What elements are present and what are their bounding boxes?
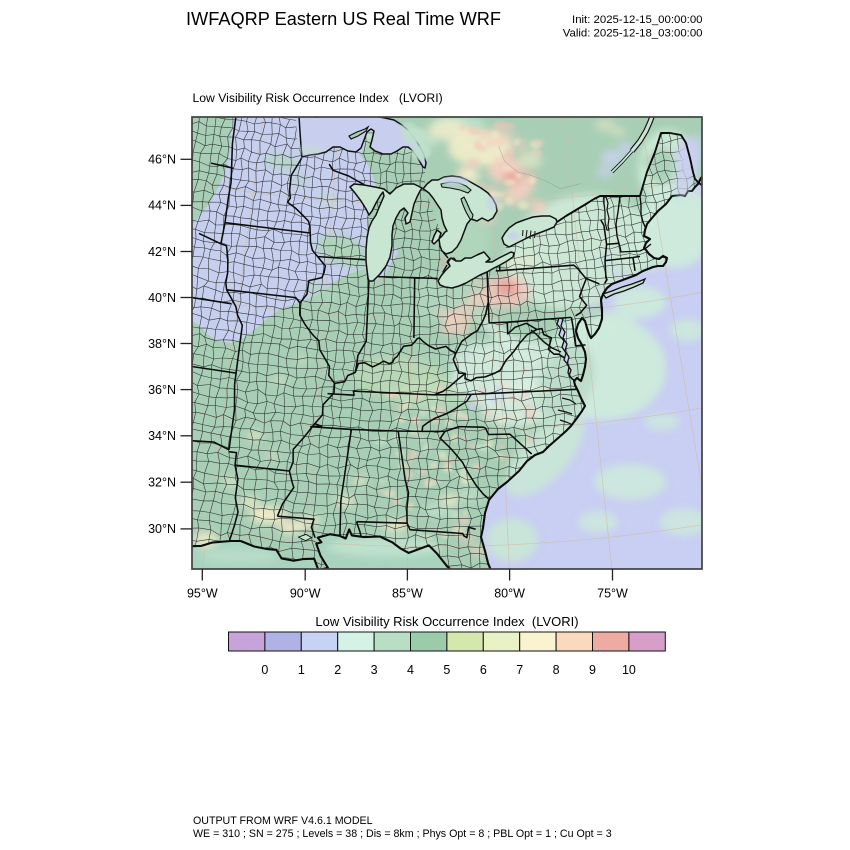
svg-text:Init: 2025-12-15_00:00:00: Init: 2025-12-15_00:00:00 bbox=[572, 14, 702, 26]
svg-text:40°N: 40°N bbox=[148, 291, 176, 305]
svg-text:6: 6 bbox=[480, 663, 487, 677]
svg-text:0: 0 bbox=[261, 663, 268, 677]
svg-text:5: 5 bbox=[443, 663, 450, 677]
svg-text:75°W: 75°W bbox=[597, 587, 628, 601]
svg-text:80°W: 80°W bbox=[494, 587, 525, 601]
svg-text:32°N: 32°N bbox=[148, 476, 176, 490]
svg-text:4: 4 bbox=[407, 663, 414, 677]
svg-text:90°W: 90°W bbox=[290, 587, 321, 601]
svg-text:95°W: 95°W bbox=[187, 587, 218, 601]
svg-text:WE = 310 ; SN = 275 ; Levels =: WE = 310 ; SN = 275 ; Levels = 38 ; Dis … bbox=[193, 828, 612, 840]
svg-text:34°N: 34°N bbox=[148, 429, 176, 443]
svg-text:42°N: 42°N bbox=[148, 245, 176, 259]
svg-text:30°N: 30°N bbox=[148, 522, 176, 536]
svg-text:Low Visibility Risk Occurrence: Low Visibility Risk Occurrence Index (LV… bbox=[315, 614, 578, 629]
svg-text:9: 9 bbox=[589, 663, 596, 677]
svg-text:46°N: 46°N bbox=[148, 153, 176, 167]
svg-text:44°N: 44°N bbox=[148, 199, 176, 213]
svg-text:8: 8 bbox=[553, 663, 560, 677]
svg-text:1: 1 bbox=[298, 663, 305, 677]
svg-text:10: 10 bbox=[622, 663, 636, 677]
svg-text:38°N: 38°N bbox=[148, 337, 176, 351]
svg-text:OUTPUT FROM WRF V4.6.1 MODEL: OUTPUT FROM WRF V4.6.1 MODEL bbox=[193, 815, 373, 827]
svg-text:3: 3 bbox=[371, 663, 378, 677]
svg-text:IWFAQRP Eastern US Real Time W: IWFAQRP Eastern US Real Time WRF bbox=[186, 9, 501, 29]
svg-text:36°N: 36°N bbox=[148, 383, 176, 397]
svg-text:7: 7 bbox=[516, 663, 523, 677]
svg-text:2: 2 bbox=[334, 663, 341, 677]
svg-text:Valid: 2025-12-18_03:00:00: Valid: 2025-12-18_03:00:00 bbox=[563, 28, 703, 40]
svg-text:Low Visibility Risk Occurrence: Low Visibility Risk Occurrence Index (LV… bbox=[193, 91, 443, 105]
svg-text:85°W: 85°W bbox=[392, 587, 423, 601]
